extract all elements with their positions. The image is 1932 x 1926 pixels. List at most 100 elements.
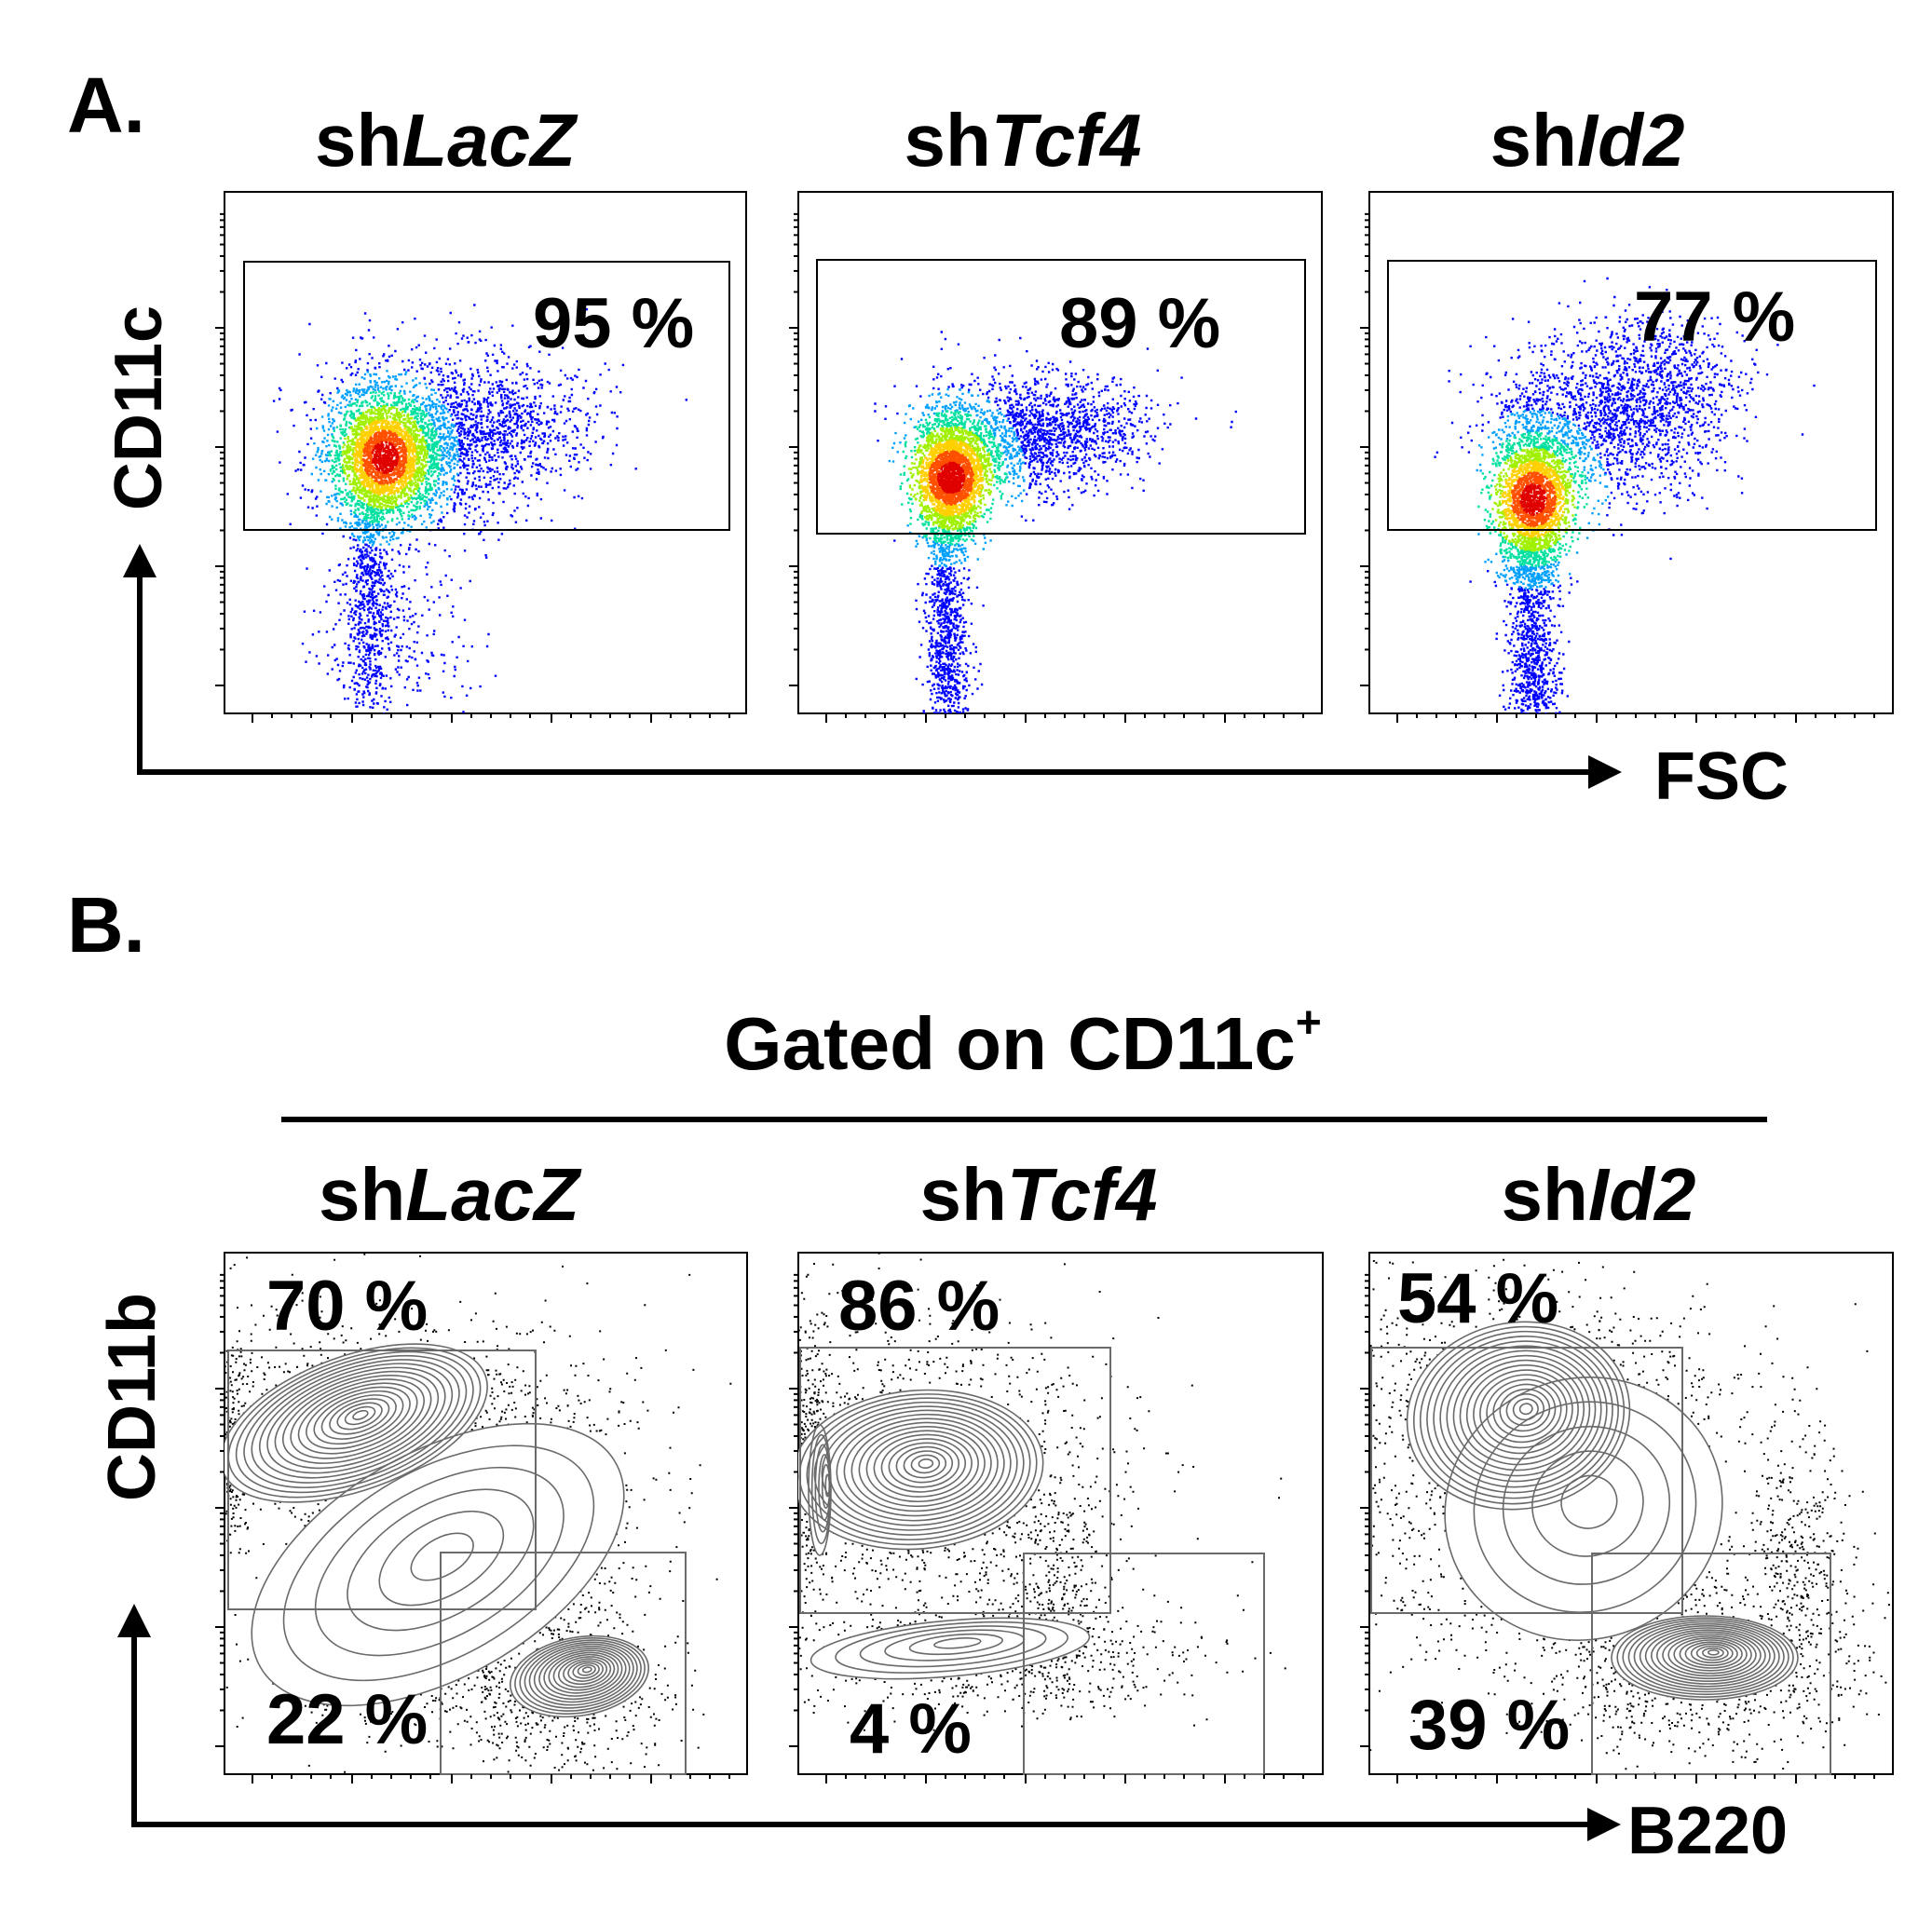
contour-line <box>933 1637 982 1649</box>
contour-line <box>806 1397 1031 1541</box>
b-gate-upper-tcf4 <box>799 1347 1111 1614</box>
contour-line <box>1627 1621 1785 1693</box>
contour-line <box>352 1409 369 1420</box>
b-gated-title: Gated on CD11c+ <box>724 998 1322 1085</box>
a-density-cloud-lacz <box>272 304 687 713</box>
contour-line <box>572 1662 600 1679</box>
contour-line <box>519 1639 642 1712</box>
b-upper-label-id2: 54 % <box>1397 1259 1558 1338</box>
contour-line <box>850 1421 992 1512</box>
contour-line <box>895 1445 954 1484</box>
contour-line <box>577 1664 596 1676</box>
density-points <box>937 461 966 495</box>
contour-line <box>1679 1639 1743 1669</box>
contour-line <box>543 1649 623 1697</box>
b-axis-ticks <box>215 1273 1875 1784</box>
contour-line <box>1690 1643 1734 1664</box>
b-gate-lower-id2 <box>1591 1553 1831 1775</box>
density-points <box>1434 277 1816 713</box>
panel-b-letter: B. <box>67 881 145 969</box>
a-gate-label-lacz: 95 % <box>533 284 694 363</box>
contour-line <box>1406 1321 1631 1511</box>
a-density-cloud-id2 <box>1434 277 1816 713</box>
contour-line <box>1622 1619 1789 1696</box>
contour-line <box>533 1645 631 1703</box>
contour-line <box>908 1633 1003 1656</box>
contour-line <box>1656 1631 1762 1680</box>
b-gate-upper-id2 <box>1370 1347 1683 1614</box>
contour-line <box>1412 1325 1626 1505</box>
b-title-id2: shId2 <box>1502 1153 1696 1236</box>
contour-backing <box>1445 1377 1722 1641</box>
b-gate-upper-lacz <box>227 1350 537 1610</box>
contour-line <box>282 1444 595 1682</box>
contour-line <box>251 1359 460 1484</box>
b-gate-lower-lacz <box>440 1552 687 1775</box>
b-upper-label-tcf4: 86 % <box>838 1267 1000 1346</box>
contour-line <box>880 1438 967 1493</box>
contour-line <box>903 1450 947 1479</box>
contour-line <box>1560 1474 1618 1529</box>
contour-line <box>1426 1336 1613 1494</box>
contour-line <box>567 1660 605 1682</box>
b-contour-plot-id2 <box>1369 1253 1890 1774</box>
a-gate-label-tcf4: 89 % <box>1059 284 1220 363</box>
contour-line <box>378 1510 505 1607</box>
contour-line <box>888 1442 960 1488</box>
a-title-tcf4: shTcf4 <box>905 99 1142 182</box>
b-lower-label-lacz: 22 % <box>266 1680 428 1759</box>
contour-line <box>410 1532 474 1581</box>
b-lower-label-tcf4: 4 % <box>850 1689 972 1769</box>
contour-line <box>1651 1629 1766 1682</box>
a-density-cloud-tcf4 <box>874 331 1237 713</box>
contour-line <box>1444 1376 1723 1642</box>
b-gates-lacz <box>227 1350 687 1775</box>
contour-line <box>552 1653 616 1691</box>
contour-line <box>329 1398 390 1435</box>
contour-line <box>320 1394 397 1440</box>
b-contour-plot-lacz <box>224 1253 732 1774</box>
contour-line <box>563 1658 608 1686</box>
contour-line <box>557 1656 612 1689</box>
contour-line <box>258 1363 454 1479</box>
contour-line <box>1662 1633 1757 1677</box>
contour-line <box>1473 1401 1697 1613</box>
contour-line <box>227 1347 482 1499</box>
contour-line <box>306 1386 411 1450</box>
contour-line <box>1684 1641 1738 1666</box>
contour-line <box>1633 1622 1780 1690</box>
contour-line <box>1505 1393 1545 1427</box>
a-x-axis-label: FSC <box>1654 739 1789 814</box>
contour-backing <box>252 1423 624 1706</box>
contour-line <box>810 1617 1091 1680</box>
contour-line <box>344 1405 376 1426</box>
b-gate-lower-tcf4 <box>1023 1553 1265 1775</box>
panel-a-letter: A. <box>67 61 145 149</box>
contour-line <box>1492 1383 1557 1438</box>
a-axis-ticks <box>215 212 1875 723</box>
contour-line <box>1708 1649 1720 1656</box>
contour-line <box>1673 1637 1748 1672</box>
contour-line <box>509 1634 650 1718</box>
contour-line <box>1433 1340 1608 1488</box>
contour-line <box>865 1430 979 1503</box>
contour-line <box>336 1402 383 1431</box>
contour-line <box>243 1354 468 1489</box>
density-points <box>371 441 400 474</box>
contour-line <box>528 1643 634 1706</box>
contour-line <box>1518 1403 1533 1416</box>
a-title-lacz: shLacZ <box>315 99 578 182</box>
contour-line <box>1616 1617 1794 1698</box>
b-y-axis-label: CD11b <box>95 1293 170 1501</box>
contour-line <box>1667 1634 1752 1675</box>
contour-line <box>873 1433 973 1498</box>
contour-line <box>224 1343 488 1503</box>
contour-line <box>314 1466 565 1657</box>
contour-line <box>548 1651 619 1694</box>
contour-line <box>313 1390 404 1445</box>
contour-line <box>1499 1388 1551 1432</box>
contour-line <box>836 1413 1005 1522</box>
a-gate-lacz <box>243 261 730 531</box>
a-gate-id2 <box>1387 260 1877 531</box>
contour-line <box>251 1422 625 1707</box>
